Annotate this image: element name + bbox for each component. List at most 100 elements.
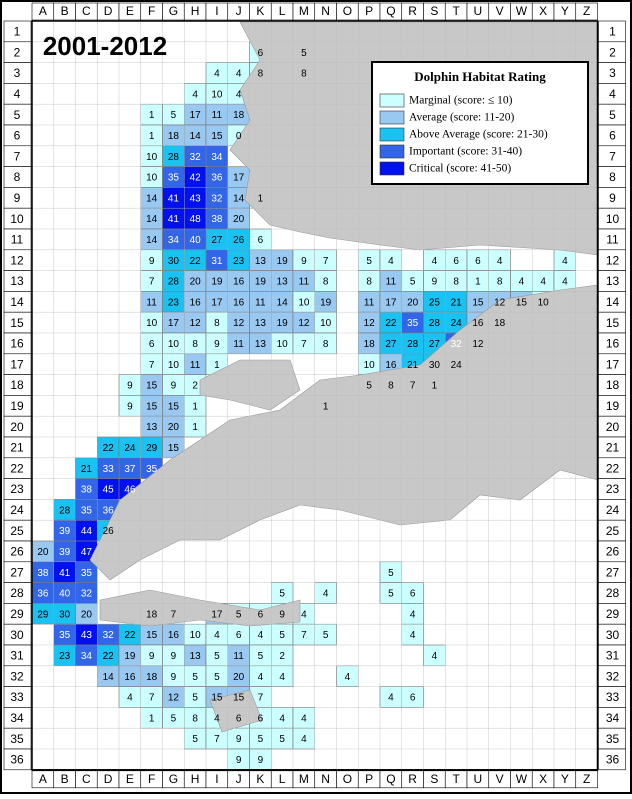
cell-score: 2 [192,381,198,392]
cell-score: 38 [211,214,223,225]
column-label: P [365,4,373,18]
cell-score: 30 [168,256,180,267]
cell-score: 4 [301,734,307,745]
legend-swatch [379,144,405,159]
cell-score: 12 [168,693,180,704]
row-label: 10 [10,212,24,226]
cell-score: 32 [81,589,93,600]
cell-score: 39 [59,547,71,558]
cell-score: 22 [103,651,115,662]
column-label: T [452,772,460,786]
cell-score: 15 [146,401,158,412]
cell-score: 22 [124,630,136,641]
cell-score: 4 [301,713,307,724]
cell-score: 16 [168,630,180,641]
cell-score: 5 [192,734,198,745]
cell-score: 34 [81,651,93,662]
row-label: 17 [606,357,620,371]
cell-score: 7 [149,277,155,288]
cell-score: 7 [171,609,177,620]
cell-score: 9 [171,381,177,392]
cell-score: 19 [320,297,332,308]
cell-score: 9 [236,755,242,766]
cell-score: 16 [190,297,202,308]
column-label: B [61,772,69,786]
cell-score: 4 [301,609,307,620]
cell-score: 9 [279,609,285,620]
column-label: J [236,4,242,18]
cell-score: 15 [472,297,484,308]
column-label: M [299,4,309,18]
row-label: 8 [14,170,21,184]
cell-score: 26 [103,526,115,537]
row-label: 5 [14,108,21,122]
column-label: A [39,4,47,18]
cell-score: 6 [258,48,264,59]
cell-score: 36 [211,173,223,184]
cell-score: 20 [168,422,180,433]
cell-score: 11 [364,297,375,308]
cell-score: 4 [388,256,394,267]
row-label: 32 [606,669,620,683]
cell-score: 21 [81,464,93,475]
row-label: 14 [10,295,24,309]
column-label: H [191,4,200,18]
cell-score: 29 [146,443,158,454]
legend-swatch [379,93,405,108]
row-label: 16 [606,337,620,351]
row-label: 22 [10,461,24,475]
cell-score: 5 [214,651,220,662]
cell-score: 5 [192,672,198,683]
row-label: 15 [10,316,24,330]
cell-score: 8 [388,381,394,392]
column-label: W [516,4,528,18]
cell-score: 15 [146,630,158,641]
row-label: 23 [606,482,620,496]
cell-score: 10 [364,360,376,371]
cell-score: 15 [211,693,223,704]
cell-score: 35 [146,464,158,475]
row-label: 28 [10,586,24,600]
cell-score: 5 [258,734,264,745]
column-label: Q [386,4,395,18]
cell-score: 1 [323,401,329,412]
cell-score: 4 [236,89,242,100]
column-label-box [575,2,598,21]
row-label: 6 [609,129,616,143]
cell-score: 6 [149,339,155,350]
row-label: 19 [606,399,620,413]
column-label: E [126,772,134,786]
column-label: U [474,772,483,786]
cell-score: 27 [211,235,223,246]
cell-score: 41 [168,214,180,225]
cell-score: 23 [233,256,245,267]
cell-score: 1 [149,110,155,121]
row-label: 22 [606,461,620,475]
column-label: L [279,772,286,786]
row-label: 33 [606,690,620,704]
row-label: 13 [606,274,620,288]
column-label: Y [561,4,569,18]
row-label: 29 [10,607,24,621]
legend-swatch [379,110,405,125]
cell-score: 29 [37,609,49,620]
cell-score: 18 [146,672,158,683]
cell-score: 41 [168,193,180,204]
row-label: 24 [606,503,620,517]
cell-score: 7 [410,381,416,392]
row-label: 4 [609,87,616,101]
column-label: F [148,772,155,786]
cell-score: 12 [494,297,506,308]
cell-score: 4 [562,277,568,288]
cell-score: 20 [37,547,49,558]
cell-score: 27 [385,339,397,350]
cell-score: 5 [214,672,220,683]
island-middle [199,359,301,411]
row-label-box [3,748,32,771]
cell-score: 1 [192,401,198,412]
column-label: R [408,772,417,786]
row-label: 24 [10,503,24,517]
cell-score: 1 [258,193,264,204]
column-label: K [256,4,264,18]
cell-score: 8 [323,277,329,288]
